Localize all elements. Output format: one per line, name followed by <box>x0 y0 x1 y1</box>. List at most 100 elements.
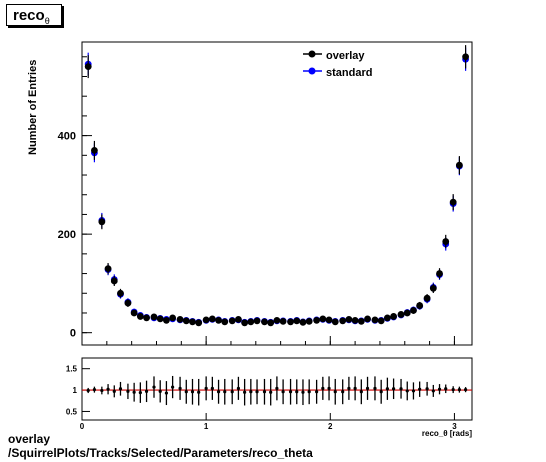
main-x-ticks <box>81 336 455 345</box>
main-data-point <box>423 294 431 302</box>
main-data-point <box>319 315 327 323</box>
main-data-point <box>104 265 112 273</box>
main-data-point <box>228 317 236 325</box>
ratio-x-tick-label: 3 <box>452 422 457 431</box>
main-y-tick-label: 200 <box>58 229 76 241</box>
main-data-point <box>442 238 450 245</box>
ratio-data-point <box>210 386 214 390</box>
ratio-data-point <box>118 387 123 391</box>
ratio-x-tick-label: 2 <box>328 422 333 431</box>
ratio-data-point <box>236 386 241 390</box>
ratio-data-point <box>347 386 351 390</box>
main-data-point <box>163 316 170 324</box>
ratio-data-point <box>112 389 116 393</box>
main-plot-frame <box>81 41 473 346</box>
ratio-data-point <box>411 389 416 393</box>
ratio-data-point <box>327 386 331 390</box>
ratio-data-point <box>262 390 267 394</box>
main-data-point <box>156 315 164 323</box>
main-data-point <box>84 63 92 71</box>
x-axis-label: reco_θ [rads] <box>422 429 472 438</box>
main-y-tick-label: 0 <box>70 328 76 340</box>
main-data-point <box>429 284 437 292</box>
main-data-point <box>136 313 144 320</box>
ratio-data-point <box>223 390 227 394</box>
main-data-point <box>202 316 210 324</box>
ratio-plot-frame <box>81 357 473 421</box>
ratio-data-point <box>190 390 195 394</box>
ratio-data-point <box>385 387 389 391</box>
ratio-data-point <box>379 390 383 394</box>
footer-line-2: /SquirrelPlots/Tracks/Selected/Parameter… <box>8 446 313 460</box>
main-data-point <box>293 317 301 325</box>
ratio-data-point <box>106 387 110 391</box>
ratio-y-tick-label: 1 <box>73 386 78 395</box>
main-data-point <box>313 316 321 324</box>
main-data-point <box>267 319 275 327</box>
main-data-point <box>364 315 371 323</box>
ratio-data-point <box>249 390 253 394</box>
ratio-data-point <box>295 390 299 394</box>
ratio-data-point <box>92 388 97 392</box>
main-data-point <box>189 318 196 326</box>
ratio-data-point <box>281 390 285 394</box>
ratio-data-point <box>171 385 175 389</box>
main-data-point <box>397 311 405 318</box>
ratio-x-tick-label: 0 <box>80 422 85 431</box>
ratio-data-point <box>391 387 396 391</box>
main-data-point <box>117 289 124 297</box>
ratio-data-point <box>86 388 90 393</box>
main-data-point <box>383 314 391 322</box>
main-data-point <box>215 316 222 324</box>
main-data-point <box>403 309 411 317</box>
ratio-data-point <box>444 387 448 391</box>
ratio-data-point <box>399 387 403 391</box>
main-data-point <box>208 315 216 323</box>
main-data-point <box>371 316 379 324</box>
ratio-data-point <box>301 390 305 394</box>
main-y-ticks: 0 200 400 <box>58 56 92 340</box>
ratio-x-ticks: 0 1 2 3 <box>80 413 457 431</box>
ratio-data-point <box>353 386 357 390</box>
main-data-point <box>436 270 443 277</box>
main-data-point <box>182 317 190 325</box>
title-main: reco <box>13 7 45 24</box>
main-data-point <box>273 316 281 324</box>
footer-path: overlay /SquirrelPlots/Tracks/Selected/P… <box>8 432 313 460</box>
histogram-title: recoθ <box>6 4 62 26</box>
ratio-data-point <box>359 390 363 394</box>
main-y-tick-label: 400 <box>58 131 76 143</box>
main-data-point <box>377 317 385 325</box>
ratio-data-point <box>255 390 259 394</box>
legend: overlay standard <box>303 50 372 79</box>
footer-line-1: overlay <box>8 432 51 446</box>
ratio-data-point <box>437 387 442 391</box>
ratio-data-point <box>315 390 319 394</box>
main-data-point <box>124 299 132 307</box>
main-data-point <box>150 313 158 321</box>
ratio-data-point <box>216 390 221 394</box>
ratio-data-point <box>451 388 455 392</box>
legend-standard-marker <box>308 67 316 75</box>
main-data-point <box>299 318 307 326</box>
main-series <box>84 45 469 327</box>
main-data-point <box>416 302 424 309</box>
ratio-data-point <box>100 388 104 393</box>
ratio-data-point <box>197 390 201 394</box>
ratio-data-point <box>365 386 370 390</box>
ratio-series <box>82 375 472 406</box>
ratio-data-point <box>144 389 149 393</box>
ratio-data-point <box>138 391 142 395</box>
ratio-data-point <box>431 389 435 393</box>
ratio-x-tick-label: 1 <box>204 422 209 431</box>
ratio-data-point <box>321 386 325 390</box>
main-data-point <box>176 315 184 323</box>
main-data-point <box>325 316 333 324</box>
ratio-data-point <box>418 387 422 391</box>
y-axis-label: Number of Entries <box>27 60 39 155</box>
ratio-data-point <box>341 390 345 394</box>
main-data-point <box>345 315 353 323</box>
main-data-point <box>462 53 469 61</box>
ratio-data-point <box>164 391 169 395</box>
